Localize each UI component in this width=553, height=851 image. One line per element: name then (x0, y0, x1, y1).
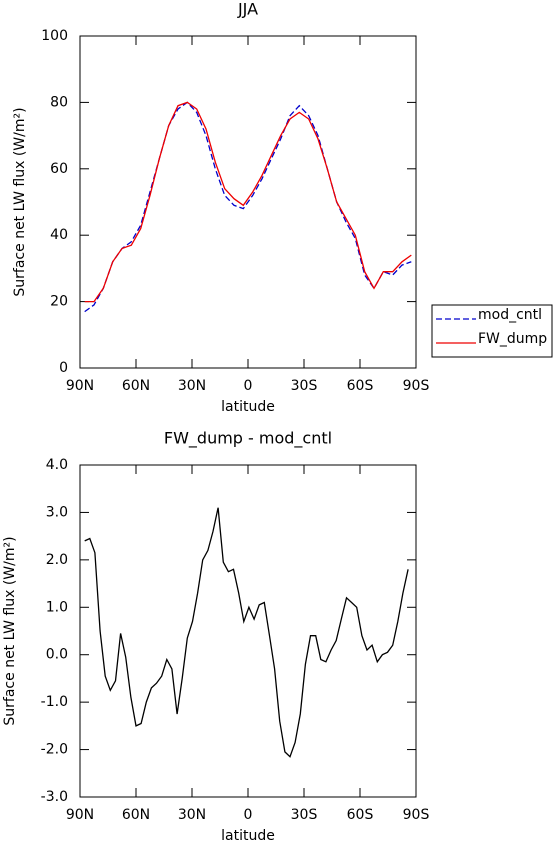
legend-label: mod_cntl (478, 307, 542, 323)
x-axis-label: latitude (221, 828, 275, 844)
x-tick-label: 90S (403, 378, 430, 394)
legend-label: FW_dump (478, 331, 547, 347)
x-tick-label: 90N (66, 807, 94, 823)
y-axis-label: Surface net LW flux (W/m²) (12, 107, 28, 296)
y-tick-label: 0.0 (46, 647, 68, 663)
x-tick-label: 0 (244, 807, 253, 823)
x-tick-label: 60S (347, 807, 374, 823)
y-tick-label: -2.0 (41, 742, 68, 758)
x-tick-label: 30S (291, 378, 318, 394)
plot-frame (79, 464, 417, 798)
x-tick-label: 30N (178, 378, 206, 394)
data-line (84, 507, 409, 758)
x-tick-label: 0 (244, 378, 253, 394)
y-tick-label: 40 (50, 227, 68, 243)
y-tick-label: 2.0 (46, 552, 68, 568)
x-axis-label: latitude (221, 399, 275, 415)
x-tick-label: 30S (291, 807, 318, 823)
y-tick-label: -3.0 (41, 789, 68, 805)
y-tick-label: 1.0 (46, 599, 68, 615)
y-tick-label: -1.0 (41, 694, 68, 710)
chart-title: FW_dump - mod_cntl (164, 429, 332, 449)
y-axis-label: Surface net LW flux (W/m²) (2, 536, 18, 725)
y-tick-label: 20 (50, 294, 68, 310)
x-tick-label: 90N (66, 378, 94, 394)
y-tick-label: 60 (50, 161, 68, 177)
y-tick-label: 3.0 (46, 504, 68, 520)
chart-title: JJA (237, 0, 258, 19)
x-tick-label: 30N (178, 807, 206, 823)
data-line (84, 101, 412, 303)
data-line (84, 101, 412, 313)
y-tick-label: 80 (50, 94, 68, 110)
x-tick-label: 90S (403, 807, 430, 823)
y-tick-label: 0 (59, 360, 68, 376)
legend-box (431, 304, 553, 358)
y-tick-label: 4.0 (46, 457, 68, 473)
x-tick-label: 60N (122, 807, 150, 823)
y-tick-label: 100 (41, 28, 68, 44)
x-tick-label: 60S (347, 378, 374, 394)
x-tick-label: 60N (122, 378, 150, 394)
